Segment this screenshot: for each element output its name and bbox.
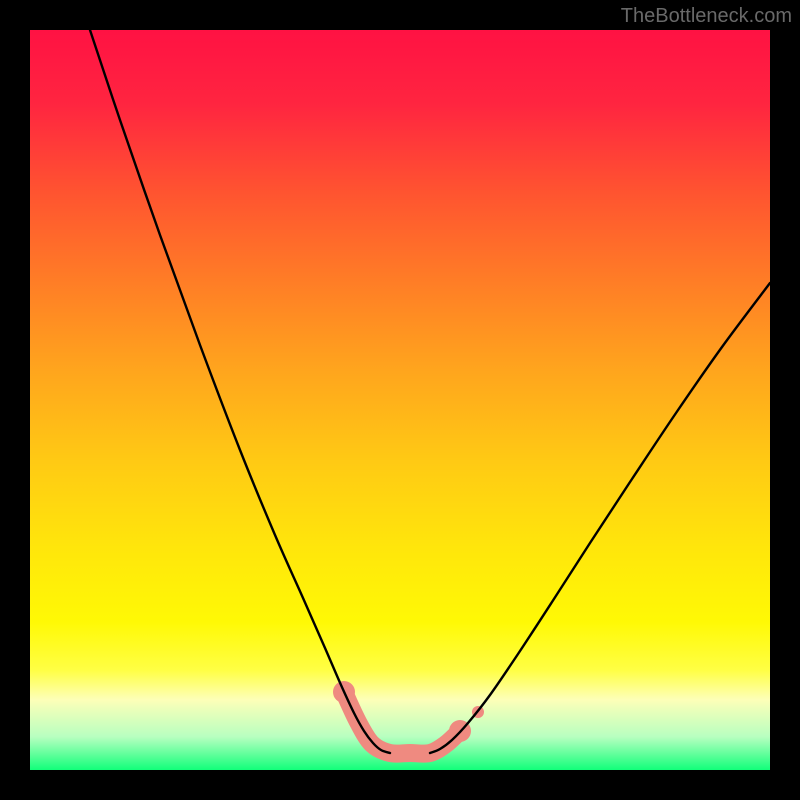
- watermark-text: TheBottleneck.com: [621, 5, 792, 27]
- plot-background: [30, 30, 770, 770]
- bottleneck-chart: TheBottleneck.com: [0, 0, 800, 800]
- chart-root: TheBottleneck.com: [0, 0, 800, 800]
